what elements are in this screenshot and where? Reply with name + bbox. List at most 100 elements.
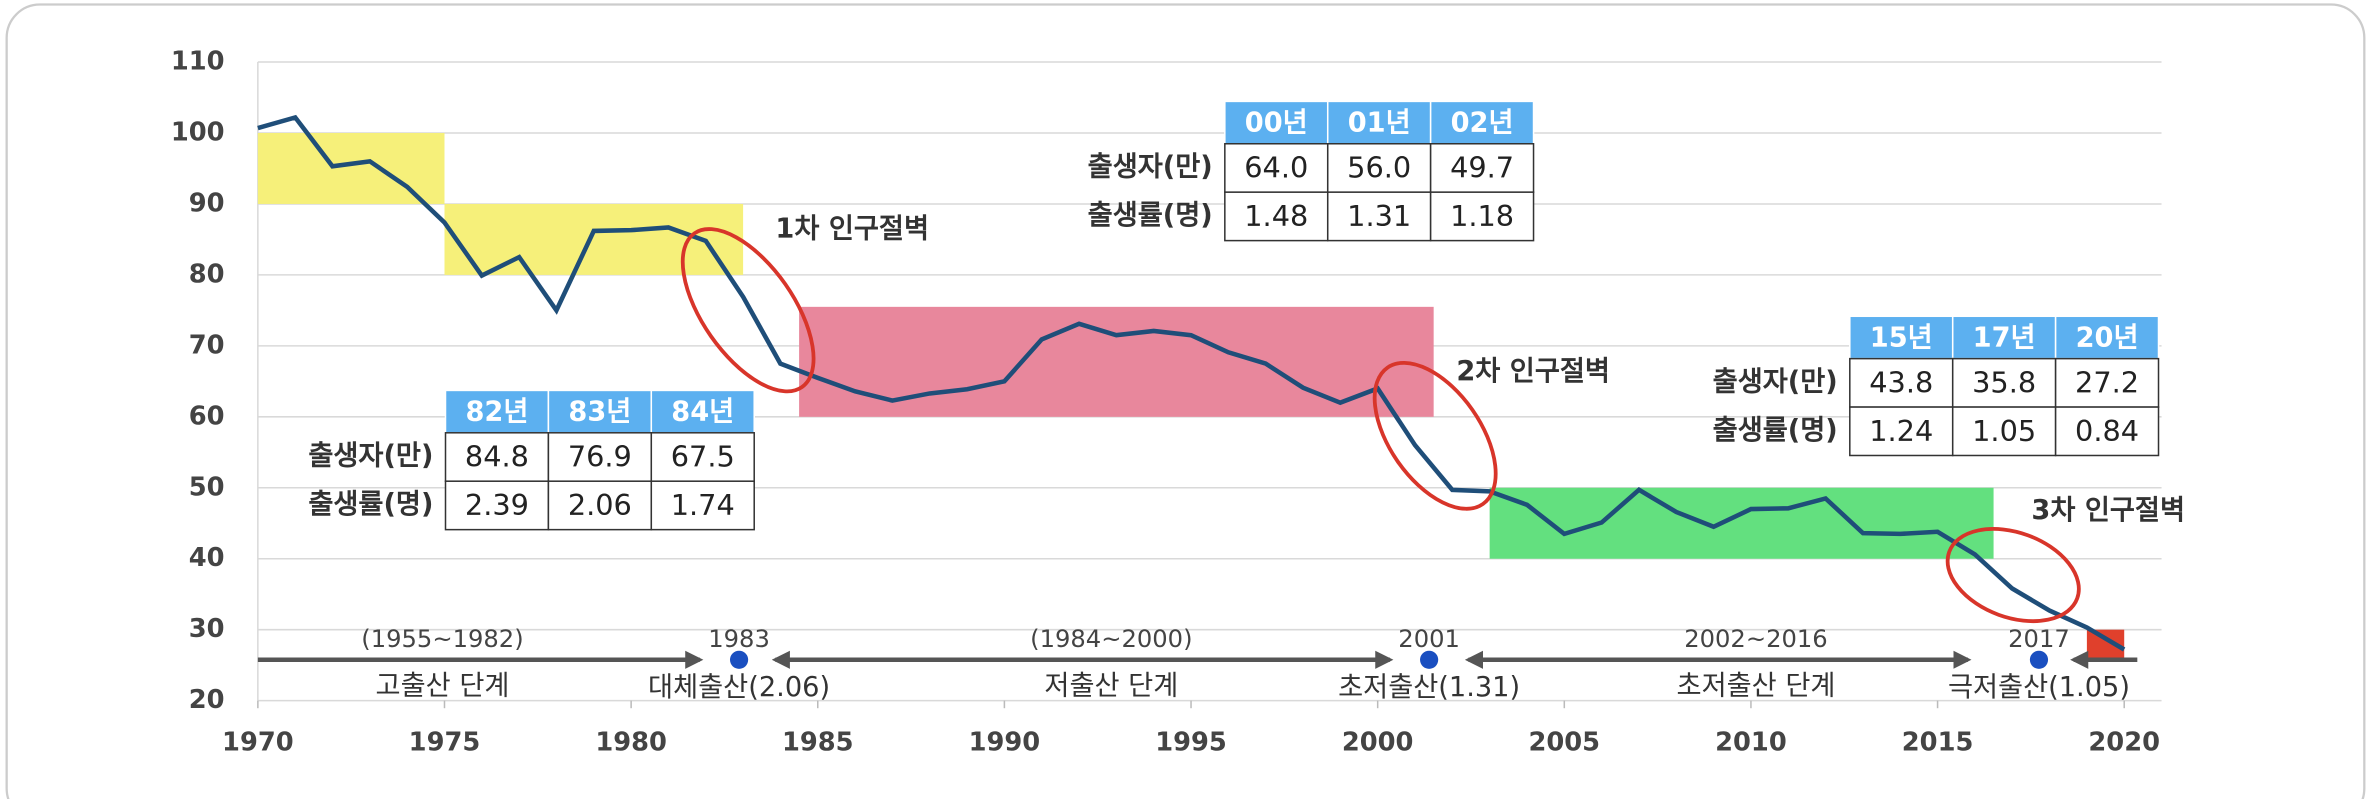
table-header-cell <box>547 389 653 434</box>
y-tick-label: 90 <box>189 188 225 218</box>
period-label: 초저출산 단계 <box>1677 671 1836 702</box>
table-cell <box>547 480 653 531</box>
annotation: 3차 인구절벽 <box>2031 495 2185 526</box>
x-tick-label: 1985 <box>782 728 854 758</box>
table-header: 00년 <box>1245 108 1308 139</box>
table-header: 82년 <box>465 397 528 428</box>
table-cell <box>444 432 550 482</box>
table-header-cell <box>1224 100 1329 145</box>
row-label: 출생자(만) <box>308 441 433 472</box>
cell-text: 67.5 <box>671 440 735 474</box>
cell-text: 0.84 <box>2075 414 2139 448</box>
highlight-ellipse <box>1372 360 1498 511</box>
annotation: 1차 인구절벽 <box>775 214 929 245</box>
x-tick-label: 2015 <box>1902 728 1974 758</box>
cell-text: 27.2 <box>2075 365 2139 399</box>
table-header: 02년 <box>1451 108 1514 139</box>
cell-text: 56.0 <box>1347 150 1411 184</box>
table-header-cell <box>1951 315 2057 360</box>
x-tick-label: 2005 <box>1529 728 1601 758</box>
milestone-dot <box>729 650 749 669</box>
table-cell <box>650 432 755 482</box>
period-label: 고출산 단계 <box>376 671 510 702</box>
row-label: 출생률(명) <box>1713 415 1838 446</box>
table-cell <box>1224 191 1329 242</box>
cell-text: 1.74 <box>671 488 735 522</box>
table-header-cell <box>2054 315 2160 360</box>
row-label: 출생률(명) <box>308 489 433 520</box>
table-header: 15년 <box>1870 322 1933 353</box>
table-header-cell <box>650 389 755 434</box>
table-header: 20년 <box>2076 322 2139 353</box>
cell-text: 1.05 <box>1972 414 2036 448</box>
milestone-year: 2001 <box>1398 625 1460 653</box>
row-label: 출생률(명) <box>1088 200 1213 231</box>
y-tick-label: 70 <box>189 330 225 360</box>
cell-text: 84.8 <box>465 440 529 474</box>
x-tick-label: 1995 <box>1155 728 1227 758</box>
milestone-dot <box>1420 650 1439 669</box>
x-tick-label: 2000 <box>1342 728 1414 758</box>
x-tick-label: 1990 <box>969 728 1041 758</box>
cell-text: 1.48 <box>1244 199 1308 233</box>
y-tick-label: 80 <box>189 259 225 289</box>
cell-text: 2.06 <box>568 488 632 522</box>
cell-text: 49.7 <box>1450 150 1514 184</box>
x-tick-label: 1970 <box>222 728 294 758</box>
table-cell <box>2054 406 2160 457</box>
frame <box>5 3 2366 799</box>
band <box>1489 487 1994 559</box>
milestone-label: 대체출산(2.06) <box>648 672 830 703</box>
milestone-label: 초저출산(1.31) <box>1338 672 1520 703</box>
period-range: 2002~2016 <box>1684 625 1827 653</box>
cell-text: 2.39 <box>465 488 529 522</box>
table-cell <box>444 480 550 531</box>
y-tick-label: 60 <box>189 401 225 431</box>
cell-text: 1.18 <box>1450 199 1514 233</box>
table-cell <box>1326 191 1432 242</box>
table-header-cell <box>1429 100 1535 145</box>
cell-text: 1.24 <box>1869 414 1933 448</box>
band <box>444 203 744 275</box>
x-tick-label: 2010 <box>1715 728 1787 758</box>
table-cell <box>1429 191 1535 242</box>
highlight-ellipse <box>680 227 816 394</box>
highlight-ellipse <box>1945 527 2081 624</box>
period-range: (1984~2000) <box>1030 625 1192 653</box>
table-header: 84년 <box>671 397 734 428</box>
data-line <box>257 114 2126 652</box>
cell-text: 64.0 <box>1244 150 1308 184</box>
x-tick-label: 1980 <box>595 728 667 758</box>
x-tick-label: 1975 <box>409 728 481 758</box>
milestone-year: 1983 <box>708 625 770 653</box>
table-cell <box>650 480 755 531</box>
row-label: 출생자(만) <box>1713 366 1838 397</box>
table-header-cell <box>1326 100 1432 145</box>
cell-text: 35.8 <box>1972 365 2036 399</box>
y-tick-label: 100 <box>171 117 225 147</box>
cell-text: 76.9 <box>568 440 632 474</box>
milestone-label: 극저출산(1.05) <box>1948 672 2130 703</box>
cell-text: 43.8 <box>1869 365 1933 399</box>
table-cell <box>1224 143 1329 193</box>
table-header: 17년 <box>1973 322 2036 353</box>
table-header-cell <box>1849 315 1954 360</box>
y-tick-label: 30 <box>189 614 225 644</box>
milestone-year: 2017 <box>2008 625 2070 653</box>
x-tick-label: 2020 <box>2088 728 2160 758</box>
milestone-dot <box>2029 650 2049 669</box>
y-tick-label: 20 <box>189 685 225 715</box>
row-label: 출생자(만) <box>1088 151 1213 182</box>
table-header: 01년 <box>1348 108 1411 139</box>
y-tick-label: 110 <box>171 47 225 77</box>
period-label: 저출산 단계 <box>1044 671 1178 702</box>
table-header: 83년 <box>568 397 631 428</box>
period-range: (1955~1982) <box>361 625 523 653</box>
y-tick-label: 40 <box>189 543 225 573</box>
y-tick-label: 50 <box>189 472 225 502</box>
table-cell <box>1951 406 2057 457</box>
table-cell <box>1849 406 1954 457</box>
cell-text: 1.31 <box>1347 199 1411 233</box>
